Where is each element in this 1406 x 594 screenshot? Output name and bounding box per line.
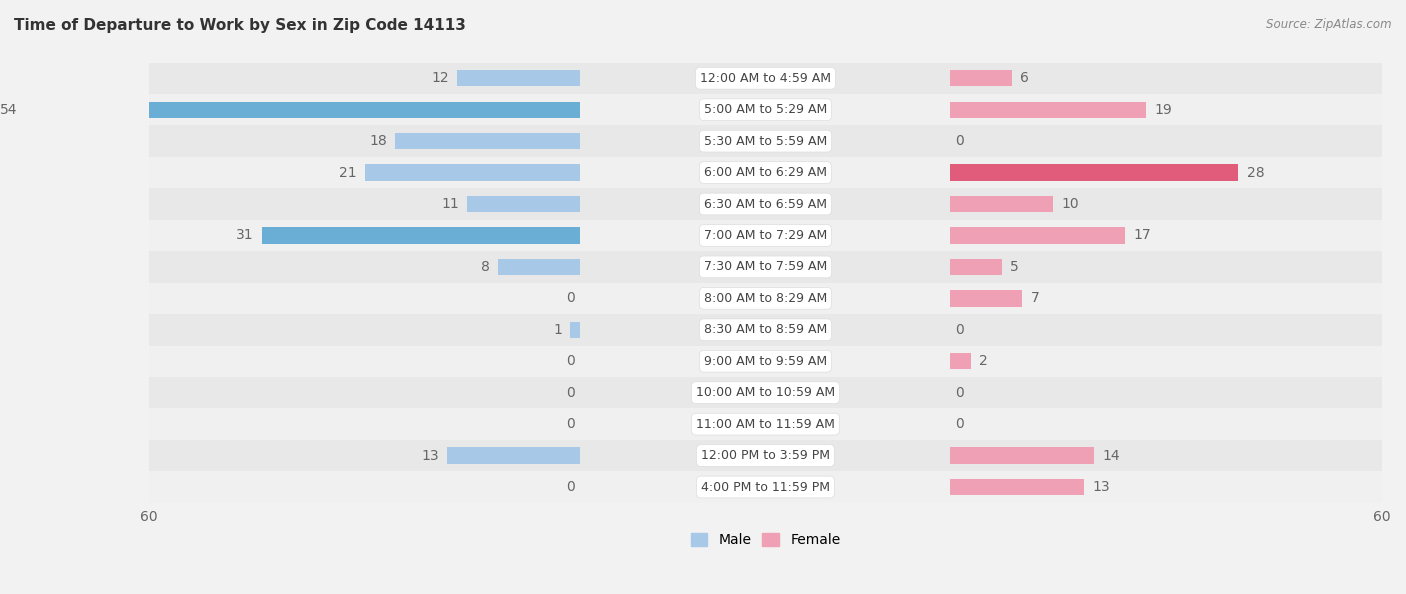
Text: 17: 17 (1133, 229, 1152, 242)
Bar (498, 259, 581, 275)
Bar (149, 346, 1382, 377)
Bar (950, 70, 1012, 86)
Text: 28: 28 (1247, 166, 1264, 179)
Text: 11: 11 (441, 197, 460, 211)
Bar (950, 259, 1002, 275)
Text: 5:00 AM to 5:29 AM: 5:00 AM to 5:29 AM (704, 103, 827, 116)
Bar (149, 471, 1382, 503)
Bar (149, 440, 1382, 471)
Bar (950, 479, 1084, 495)
Text: 18: 18 (370, 134, 387, 148)
Text: 9:00 AM to 9:59 AM: 9:00 AM to 9:59 AM (704, 355, 827, 368)
Text: 7: 7 (1031, 291, 1039, 305)
Text: 0: 0 (567, 291, 575, 305)
Text: 14: 14 (1102, 448, 1121, 463)
Bar (149, 377, 1382, 409)
Bar (25, 102, 581, 118)
Text: 5:30 AM to 5:59 AM: 5:30 AM to 5:59 AM (704, 135, 827, 148)
Text: 0: 0 (567, 354, 575, 368)
Text: 5: 5 (1010, 260, 1019, 274)
Text: 8:00 AM to 8:29 AM: 8:00 AM to 8:29 AM (704, 292, 827, 305)
Text: 8: 8 (481, 260, 489, 274)
Text: 0: 0 (567, 480, 575, 494)
Text: 6:30 AM to 6:59 AM: 6:30 AM to 6:59 AM (704, 198, 827, 210)
Bar (262, 228, 581, 244)
Bar (149, 62, 1382, 94)
Text: 6: 6 (1021, 71, 1029, 86)
Bar (571, 321, 581, 338)
Text: 4:00 PM to 11:59 PM: 4:00 PM to 11:59 PM (702, 481, 830, 494)
Text: 7:00 AM to 7:29 AM: 7:00 AM to 7:29 AM (704, 229, 827, 242)
Text: 0: 0 (956, 323, 965, 337)
Bar (364, 165, 581, 181)
Bar (149, 94, 1382, 125)
Bar (950, 165, 1239, 181)
Bar (149, 409, 1382, 440)
Bar (950, 228, 1125, 244)
Text: 10: 10 (1062, 197, 1080, 211)
Text: 19: 19 (1154, 103, 1171, 116)
Text: 54: 54 (0, 103, 17, 116)
Bar (149, 125, 1382, 157)
Text: 0: 0 (567, 417, 575, 431)
Text: 13: 13 (1092, 480, 1109, 494)
Bar (467, 196, 581, 212)
Text: 31: 31 (236, 229, 253, 242)
Text: 12:00 AM to 4:59 AM: 12:00 AM to 4:59 AM (700, 72, 831, 85)
Bar (950, 196, 1053, 212)
Text: 13: 13 (420, 448, 439, 463)
Text: 12: 12 (432, 71, 449, 86)
Text: Source: ZipAtlas.com: Source: ZipAtlas.com (1267, 18, 1392, 31)
Text: 1: 1 (553, 323, 562, 337)
Text: 0: 0 (956, 417, 965, 431)
Bar (950, 290, 1022, 307)
Bar (149, 220, 1382, 251)
Legend: Male, Female: Male, Female (685, 528, 846, 553)
Bar (950, 447, 1094, 464)
Text: 0: 0 (567, 386, 575, 400)
Bar (395, 133, 581, 149)
Bar (149, 283, 1382, 314)
Bar (149, 251, 1382, 283)
Text: 0: 0 (956, 386, 965, 400)
Bar (457, 70, 581, 86)
Text: 12:00 PM to 3:59 PM: 12:00 PM to 3:59 PM (702, 449, 830, 462)
Text: 11:00 AM to 11:59 AM: 11:00 AM to 11:59 AM (696, 418, 835, 431)
Bar (950, 102, 1146, 118)
Text: 6:00 AM to 6:29 AM: 6:00 AM to 6:29 AM (704, 166, 827, 179)
Bar (149, 314, 1382, 346)
Bar (149, 188, 1382, 220)
Text: Time of Departure to Work by Sex in Zip Code 14113: Time of Departure to Work by Sex in Zip … (14, 18, 465, 33)
Bar (447, 447, 581, 464)
Text: 0: 0 (956, 134, 965, 148)
Text: 7:30 AM to 7:59 AM: 7:30 AM to 7:59 AM (704, 260, 827, 273)
Text: 21: 21 (339, 166, 356, 179)
Text: 10:00 AM to 10:59 AM: 10:00 AM to 10:59 AM (696, 386, 835, 399)
Text: 2: 2 (979, 354, 988, 368)
Bar (950, 353, 972, 369)
Text: 8:30 AM to 8:59 AM: 8:30 AM to 8:59 AM (704, 323, 827, 336)
Bar (149, 157, 1382, 188)
